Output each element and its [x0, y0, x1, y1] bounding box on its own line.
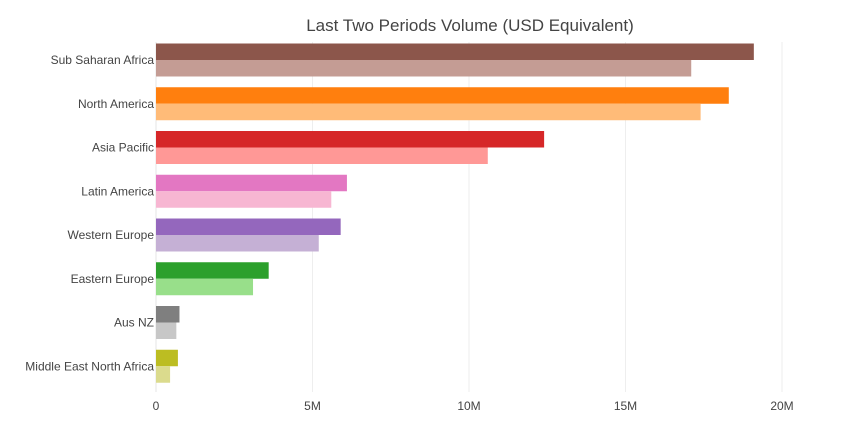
x-tick-label: 5M — [304, 399, 321, 413]
chart-title: Last Two Periods Volume (USD Equivalent) — [306, 16, 634, 35]
bar-current — [156, 174, 347, 192]
bar-previous — [156, 103, 701, 121]
category-labels: Sub Saharan Africa North America Asia Paci… — [25, 53, 154, 373]
bar-layer — [156, 43, 754, 383]
x-tick-label: 20M — [770, 399, 793, 413]
category-label: Aus NZ — [114, 316, 154, 330]
bar-current — [156, 349, 178, 367]
bar-current — [156, 306, 180, 323]
bar-previous — [156, 235, 319, 252]
category-label: Sub Saharan Africa — [51, 53, 155, 67]
category-label: North America — [78, 97, 154, 111]
category-label: Western Europe — [68, 228, 155, 242]
category-label: Eastern Europe — [71, 272, 155, 286]
bar-previous — [156, 366, 171, 383]
x-tick-label: 0 — [153, 399, 160, 413]
x-tick-label: 10M — [457, 399, 480, 413]
bar-current — [156, 218, 341, 235]
bar-previous — [156, 322, 177, 339]
category-label: Asia Pacific — [92, 141, 154, 155]
bar-current — [156, 43, 754, 60]
bar-current — [156, 262, 269, 279]
category-label: Middle East North Africa — [25, 359, 154, 373]
bar-current — [156, 87, 729, 104]
bar-current — [156, 131, 545, 148]
x-tick-label: 15M — [614, 399, 637, 413]
x-tick-labels: 0 5M 10M 15M 20M — [153, 399, 794, 413]
bar-previous — [156, 278, 254, 296]
category-label: Latin America — [81, 184, 154, 198]
bar-previous — [156, 191, 332, 208]
bar-previous — [156, 60, 692, 77]
bar-previous — [156, 147, 488, 164]
